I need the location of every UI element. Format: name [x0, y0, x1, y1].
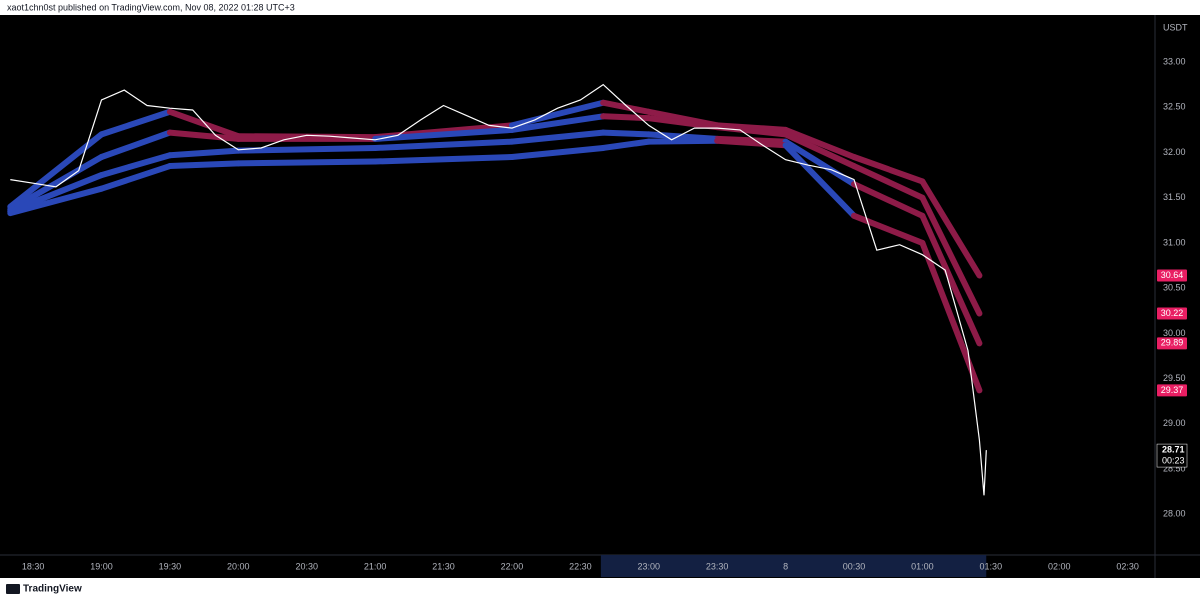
- time-highlight: [600, 555, 987, 577]
- ma-segment: [7, 185, 105, 217]
- x-tick-label: 18:30: [22, 561, 45, 571]
- brand-logo: [6, 584, 20, 594]
- price-label: 30.22: [1161, 308, 1184, 318]
- x-tick-label: 21:30: [432, 561, 455, 571]
- y-tick-label: 31.00: [1163, 237, 1186, 247]
- ma-segment: [714, 137, 789, 149]
- y-tick-label: 28.00: [1163, 509, 1186, 519]
- x-tick-label: 19:30: [159, 561, 182, 571]
- ma-segment: [372, 126, 515, 142]
- price-label: 29.37: [1161, 385, 1184, 395]
- price-label: 29.89: [1161, 338, 1184, 348]
- x-tick-label: 02:00: [1048, 561, 1071, 571]
- x-tick-label: 01:00: [911, 561, 934, 571]
- price-line: [10, 83, 987, 496]
- ma-segment: [600, 113, 652, 122]
- x-tick-label: 19:00: [90, 561, 113, 571]
- x-tick-label: 23:30: [706, 561, 729, 571]
- y-tick-label: 32.00: [1163, 147, 1186, 157]
- ma-segment: [919, 194, 983, 317]
- x-tick-label: 8: [783, 561, 788, 571]
- ma-segment: [508, 129, 607, 145]
- x-tick-label: 21:00: [364, 561, 387, 571]
- last-price-label: 28.71: [1162, 444, 1185, 454]
- ma-segment: [166, 108, 242, 140]
- y-axis-label: USDT: [1163, 22, 1188, 32]
- y-tick-label: 29.00: [1163, 418, 1186, 428]
- ma-segment: [850, 163, 926, 201]
- y-tick-label: 30.50: [1163, 283, 1186, 293]
- ma-segment: [782, 126, 857, 161]
- ma-segment: [714, 124, 789, 138]
- x-tick-label: 22:30: [569, 561, 592, 571]
- x-tick-label: 22:00: [501, 561, 524, 571]
- ma-segment: [508, 144, 607, 161]
- ma-segment: [508, 99, 607, 129]
- last-price-box: [1156, 443, 1188, 468]
- ma-segment: [919, 178, 983, 279]
- y-tick-label: 30.00: [1163, 328, 1186, 338]
- x-tick-label: 00:30: [843, 561, 866, 571]
- ma-segment: [850, 212, 926, 246]
- ma-segment: [235, 144, 379, 154]
- x-tick-label: 02:30: [1116, 561, 1139, 571]
- ma-segment: [782, 131, 857, 170]
- ma-segment: [782, 138, 857, 188]
- ma-segment: [782, 142, 857, 219]
- ma-segment: [7, 154, 105, 213]
- ma-segment: [919, 212, 983, 347]
- ma-segment: [850, 181, 926, 219]
- x-tick-label: 23:00: [638, 561, 661, 571]
- x-tick-label: 20:00: [227, 561, 250, 571]
- ma-segment: [508, 113, 607, 133]
- countdown: 00:23: [1162, 455, 1185, 465]
- ma-segment: [372, 154, 515, 165]
- ma-segment: [166, 160, 242, 170]
- ma-segment: [98, 129, 173, 161]
- chart-background: [0, 15, 1200, 578]
- y-tick-label: 31.50: [1163, 192, 1186, 202]
- price-label-box: [1157, 384, 1187, 397]
- header-text: xaot1chn0st published on TradingView.com…: [7, 2, 295, 12]
- ma-segment: [235, 158, 379, 167]
- price-label-box: [1157, 307, 1187, 320]
- ma-segment: [600, 99, 652, 115]
- ma-segment: [645, 137, 721, 145]
- plot: 18:30 19:00 19:30 20:00 20:30 21:00 21:30 22:00…: [7, 56, 1188, 577]
- y-tick-label: 28.50: [1163, 463, 1186, 473]
- ma-segment: [98, 108, 173, 138]
- ma-segment: [372, 138, 515, 151]
- ma-segment: [166, 147, 242, 159]
- x-tick-label: 01:30: [980, 561, 1003, 571]
- ma-segment: [98, 163, 173, 192]
- y-tick-label: 33.00: [1163, 56, 1186, 66]
- y-tick-label: 29.50: [1163, 373, 1186, 383]
- x-tick-label: 20:30: [295, 561, 318, 571]
- price-label: 30.64: [1161, 270, 1184, 280]
- brand-name: TradingView: [23, 584, 82, 595]
- ma-segment: [600, 129, 652, 138]
- price-label-box: [1157, 269, 1187, 282]
- ma-segment: [850, 154, 926, 185]
- price-label-box: [1157, 337, 1187, 350]
- ma-segment: [600, 138, 652, 151]
- ma-segment: [645, 115, 721, 131]
- ma-segment: [166, 129, 242, 142]
- y-tick-label: 32.50: [1163, 102, 1186, 112]
- ma-segment: [98, 152, 173, 179]
- ma-segment: [7, 172, 105, 215]
